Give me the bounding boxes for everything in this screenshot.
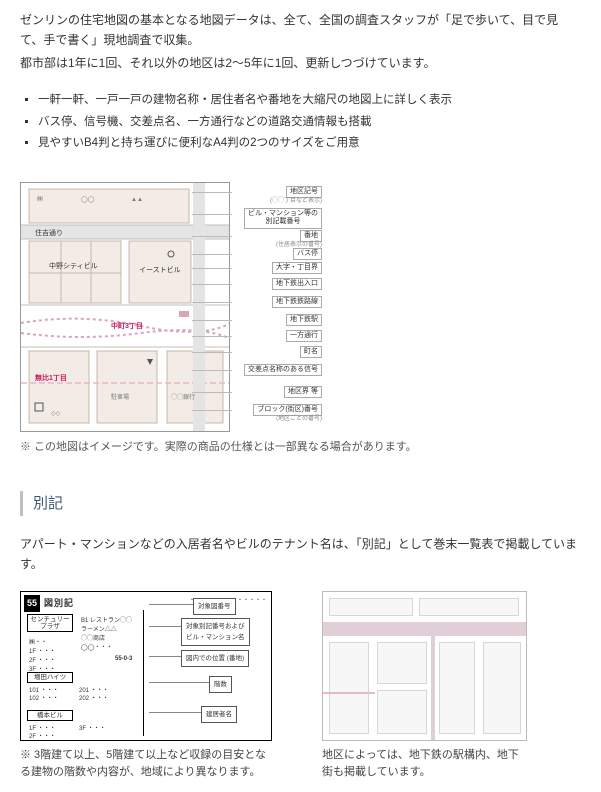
map-bldg-label: 中野シティビル (49, 261, 98, 273)
faint-box (439, 642, 475, 734)
map-callout: 地下鉄鉄路線 (272, 296, 322, 308)
callout-leader (192, 320, 232, 321)
faint-box (329, 598, 413, 616)
bekki-leader (149, 604, 193, 605)
feature-list: 一軒一軒、一戸一戸の建物名称・居住者名や番地を大縮尺の地図上に詳しく表示 バス停… (20, 91, 581, 154)
intro-p2: 都市部は1年に1回、それ以外の地区は2〜5年に1回、更新しつづけています。 (20, 53, 581, 73)
faint-box (483, 642, 521, 734)
map-bldg-label: イーストビル (139, 265, 181, 277)
feature-item: バス停、信号機、交差点名、一方通行などの道路交通情報も搭載 (38, 113, 581, 133)
bekki-leader (149, 682, 209, 683)
bekki-right-col: 地区によっては、地下鉄の駅構内、地下街も掲載しています。 (322, 591, 527, 782)
map-street-label: 住吉通り (35, 228, 63, 240)
map-chome-label: 無比1丁目 (35, 373, 67, 385)
bekki-figure-2 (322, 591, 527, 741)
bekki-line: 202 ・・・ (79, 694, 109, 704)
map-callout-sub: (◯◯丁目など表示) (270, 198, 322, 205)
map-callout: 一方通行 (286, 330, 322, 342)
bekki-line: 3F ・・・ (29, 665, 56, 675)
callout-leader (192, 236, 232, 237)
bekki-divider (143, 610, 144, 736)
callout-leader (192, 214, 232, 215)
map-callout: 地区界 等 (284, 386, 322, 398)
faint-road (323, 622, 527, 636)
callout-leader (192, 336, 232, 337)
map-note: ※ この地図はイメージです。実際の商品の仕様とは一部異なる場合があります。 (20, 438, 581, 457)
bekki-header: 55 図別記 (24, 595, 74, 612)
map-misc: ▲▲ (131, 195, 143, 205)
bekki-sidetag: 図内での位置 (番地) (181, 650, 249, 667)
bekki-line: ◯◯・・・ (81, 643, 112, 653)
bekki-left-col: 55 図別記 ・・・・・・・・・・・・・ センチュリープラザ 増田ハイツ 橋本ビ… (20, 591, 272, 782)
bekki-sidetag: 建居者名 (201, 706, 237, 723)
bekki-badge: 55 (24, 595, 40, 612)
map-chome-label: 中町3丁目 (111, 321, 143, 333)
bekki-leader (149, 712, 201, 713)
bekki-figure-1: 55 図別記 ・・・・・・・・・・・・・ センチュリープラザ 増田ハイツ 橋本ビ… (20, 591, 272, 741)
map-callout: 番地 (300, 230, 322, 242)
callout-leader (192, 370, 232, 371)
map-callout: 大字・丁目界 (272, 262, 322, 274)
map-callout: バス停 (293, 248, 322, 260)
callout-leader (192, 410, 232, 411)
map-callout: 交差点名称のある信号 (244, 364, 322, 376)
bekki1-caption: ※ 3階建て以上、5階建て以上など収録の目安となる建物の階数や内容が、地域により… (20, 747, 272, 782)
faint-box (377, 690, 427, 734)
bekki-sidetag: 階数 (209, 676, 232, 693)
bekki-leader (149, 626, 181, 627)
callout-leader (192, 352, 232, 353)
faint-box (329, 642, 369, 734)
bekki-addr: 55-0-3 (115, 654, 132, 664)
bekki-sidetag: 対象図番号 (193, 598, 236, 615)
feature-item: 見やすいB4判と持ち運びに便利なA4判の2つのサイズをご用意 (38, 134, 581, 154)
callout-leader (192, 268, 232, 269)
faint-road (323, 692, 375, 694)
map-callout: 町名 (300, 346, 322, 358)
feature-item: 一軒一軒、一戸一戸の建物名称・居住者名や番地を大縮尺の地図上に詳しく表示 (38, 91, 581, 111)
map-callout-sub: (地区ごとの番号) (276, 416, 322, 423)
faint-box (377, 642, 427, 684)
map-figure-block: 住吉通り 中野シティビル イーストビル 中町3丁目 無比1丁目 ㈱ ◯◯ ▲▲ … (20, 182, 581, 457)
map-callout: 地下鉄駅 (286, 314, 322, 326)
intro-text: ゼンリンの住宅地図の基本となる地図データは、全て、全国の調査スタッフが「足で歩い… (20, 10, 581, 73)
bekki-line: 3F ・・・ (79, 724, 106, 734)
map-misc: ㈱ (37, 195, 43, 205)
bekki-box: 橋本ビル (27, 710, 73, 721)
map-misc: ◯◯銀行 (171, 393, 195, 403)
callout-leader (192, 392, 232, 393)
map-callout: 地区記号 (286, 186, 322, 198)
bekki-leader (149, 656, 181, 657)
bekki-line: 2F ・・・ (29, 732, 56, 742)
faint-box (419, 598, 519, 616)
callout-leader (192, 302, 232, 303)
map-misc: ◇◇ (51, 409, 60, 419)
intro-p1: ゼンリンの住宅地図の基本となる地図データは、全て、全国の調査スタッフが「足で歩い… (20, 10, 581, 51)
bekki-line: 102 ・・・ (29, 694, 59, 704)
map-misc: ◯◯ (81, 195, 94, 205)
map-misc: 駐車場 (111, 393, 129, 403)
bekki-lead: アパート・マンションなどの入居者名やビルのテナント名は、「別記」として巻末一覧表… (20, 534, 581, 575)
map-callout: 地下鉄出入口 (272, 278, 322, 290)
bekki-box: センチュリープラザ (27, 614, 73, 632)
bekki2-caption: 地区によっては、地下鉄の駅構内、地下街も掲載しています。 (322, 747, 527, 782)
section-heading: 別記 (20, 491, 581, 517)
faint-road (431, 636, 435, 741)
bekki-title: 図別記 (44, 596, 74, 611)
map-callouts: 地区記号(◯◯丁目など表示)ビル・マンション等の別記載番号番地(住居表示の番号)… (232, 182, 322, 432)
callout-leader (192, 192, 232, 193)
callout-leader (192, 254, 232, 255)
map-callout: ビル・マンション等の別記載番号 (244, 208, 322, 229)
map-canvas: 住吉通り 中野シティビル イーストビル 中町3丁目 無比1丁目 ㈱ ◯◯ ▲▲ … (20, 182, 230, 432)
bekki-row: 55 図別記 ・・・・・・・・・・・・・ センチュリープラザ 増田ハイツ 橋本ビ… (20, 591, 581, 782)
callout-leader (192, 284, 232, 285)
map-callout: ブロック(街区)番号 (253, 404, 322, 416)
bekki-sidetag: 対象別記番号およびビル・マンション名 (181, 618, 250, 646)
map-figure: 住吉通り 中野シティビル イーストビル 中町3丁目 無比1丁目 ㈱ ◯◯ ▲▲ … (20, 182, 320, 432)
